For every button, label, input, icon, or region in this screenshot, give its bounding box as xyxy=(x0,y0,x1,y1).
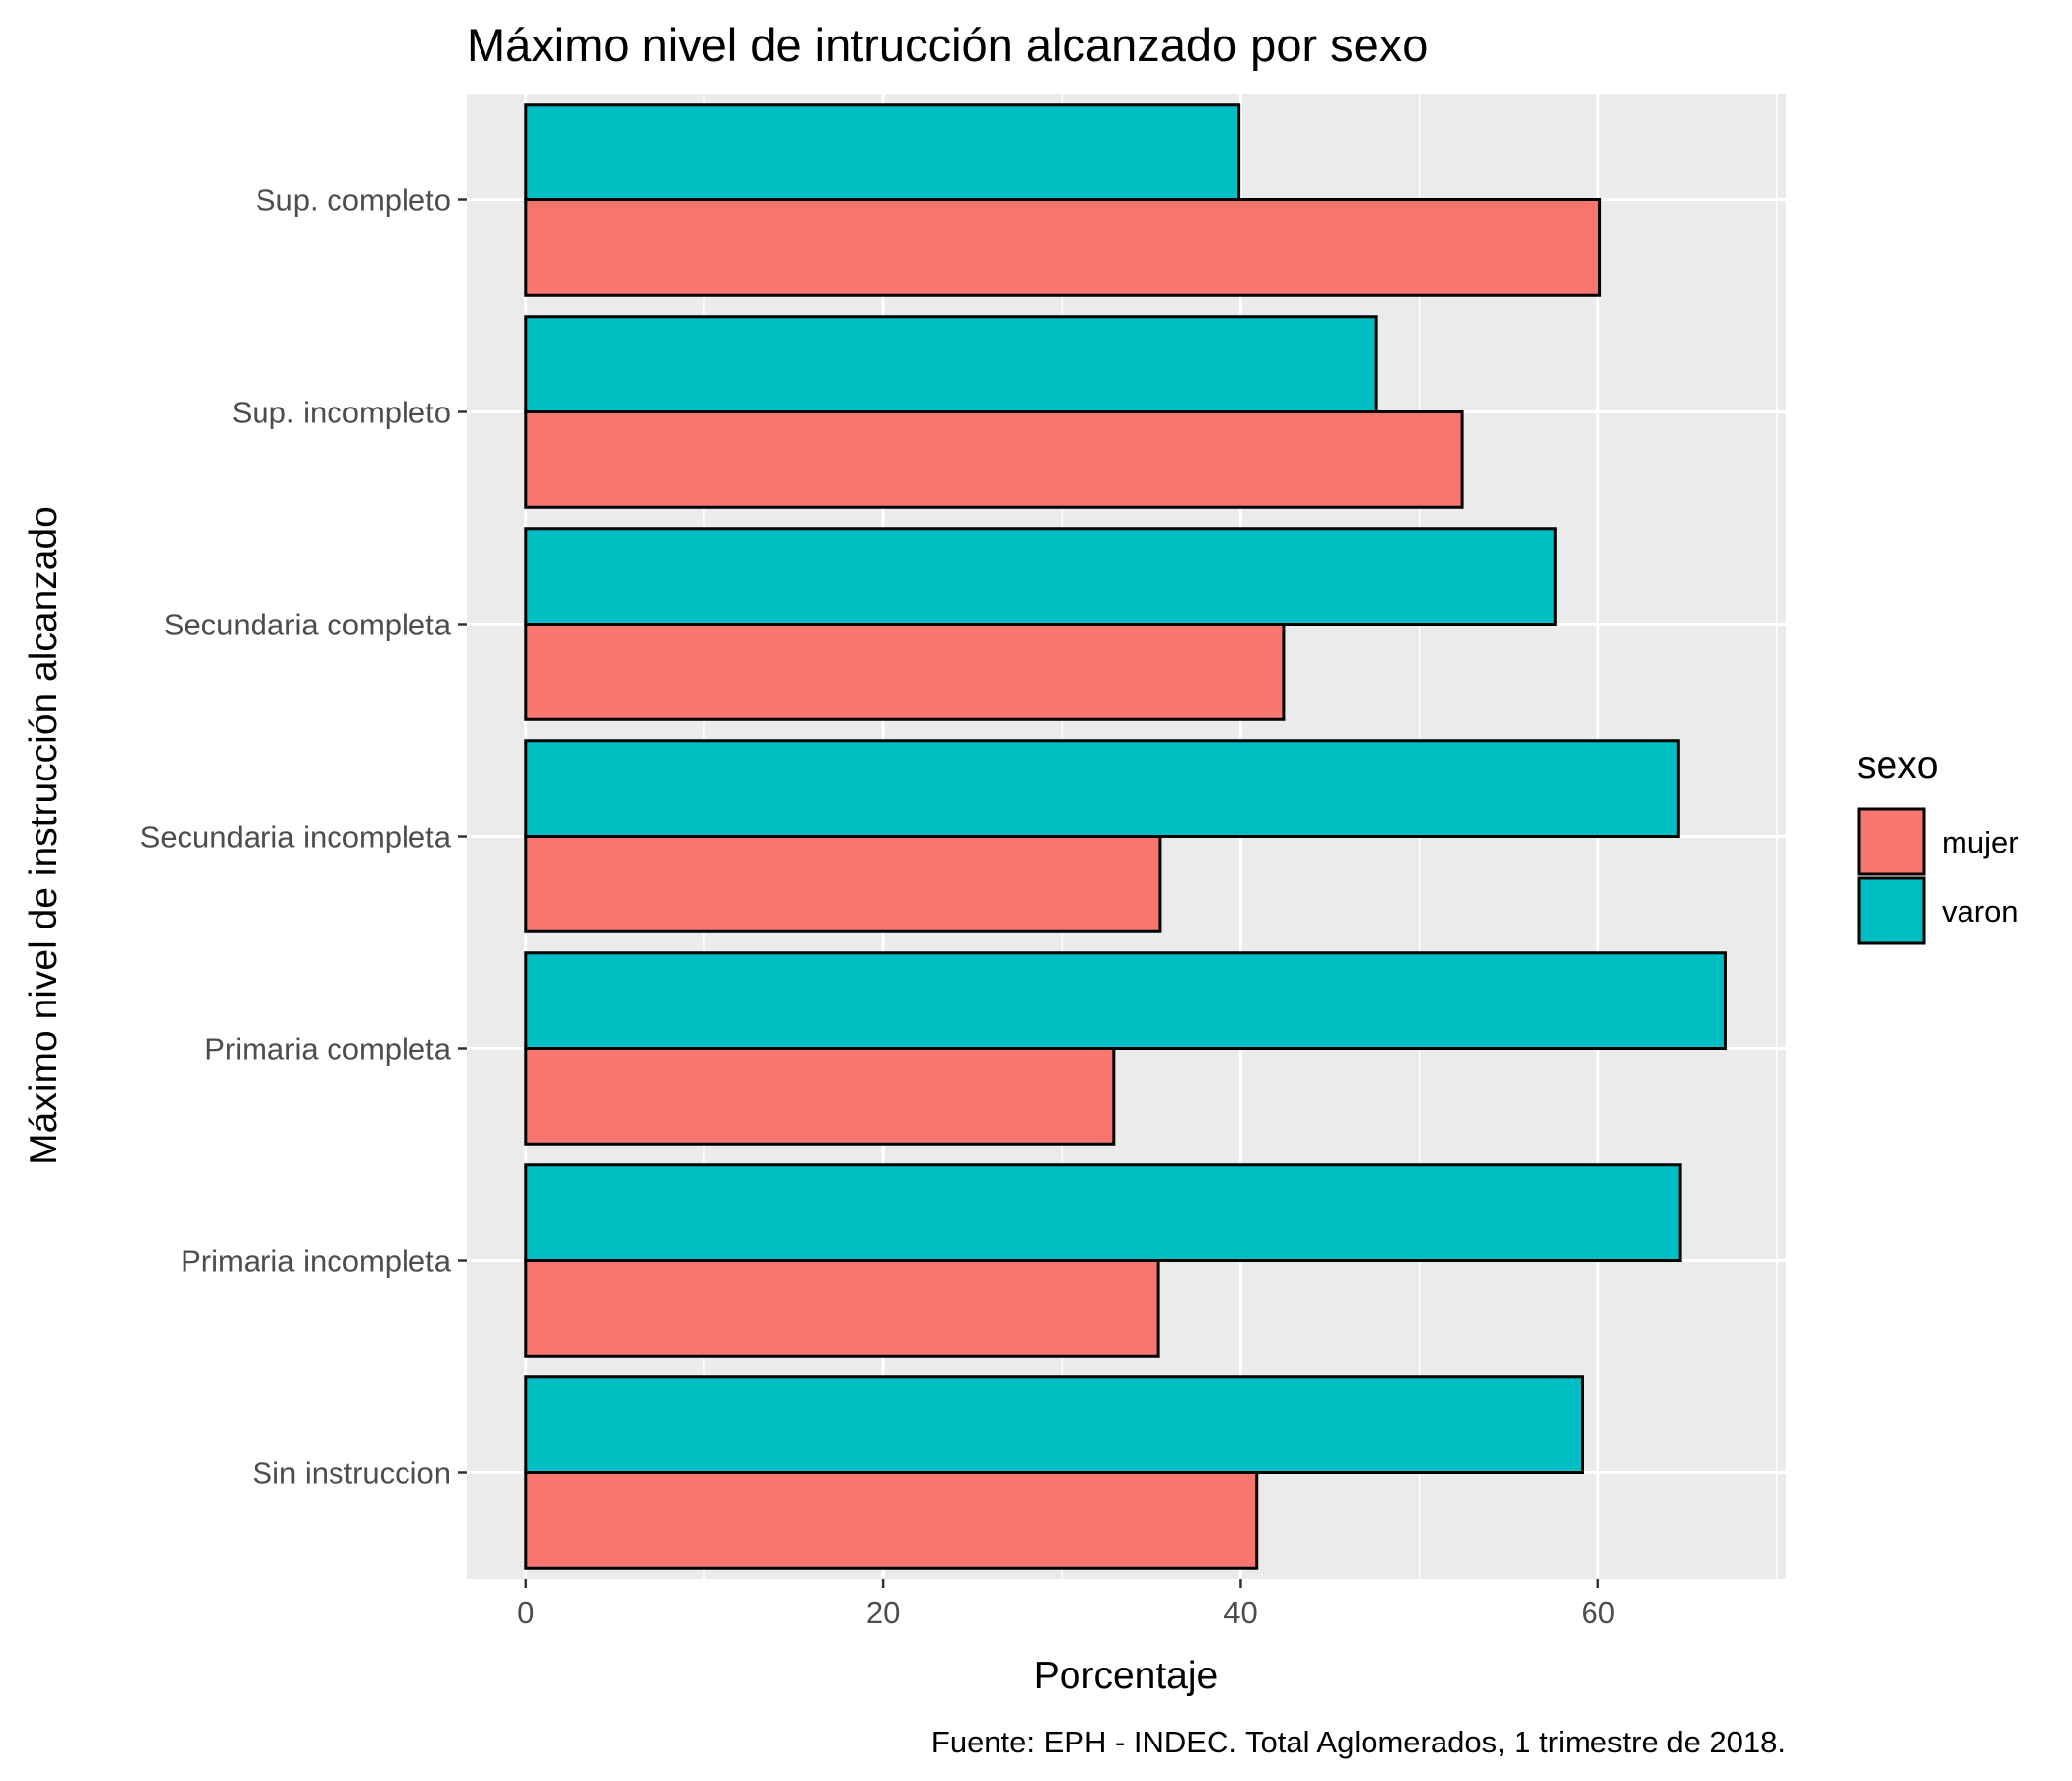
bar-varon xyxy=(524,1375,1584,1474)
bar-mujer xyxy=(524,835,1162,933)
x-tick-label: 0 xyxy=(517,1595,534,1630)
legend-key-mujer xyxy=(1857,807,1926,876)
y-axis-title: Máximo nivel de instrucción alcanzado xyxy=(23,506,65,1165)
bar-varon xyxy=(524,315,1378,413)
bars xyxy=(524,103,1727,1570)
y-tick-label: Primaria completa xyxy=(204,1032,452,1067)
bar-mujer xyxy=(524,1471,1259,1570)
bar-mujer xyxy=(524,198,1602,297)
bar-mujer xyxy=(524,1047,1116,1146)
legend-label-varon: varon xyxy=(1942,894,2019,928)
y-tick-label: Secundaria incompleta xyxy=(140,820,452,854)
bar-mujer xyxy=(524,1259,1160,1358)
legend-label-mujer: mujer xyxy=(1942,825,2019,859)
x-axis: 0 20 40 60 xyxy=(517,1579,1615,1630)
y-tick-label: Secundaria completa xyxy=(164,608,452,642)
bar-mujer xyxy=(524,623,1286,721)
bar-varon xyxy=(524,103,1241,201)
legend-key-varon xyxy=(1857,876,1926,945)
legend-items: mujer varon xyxy=(1857,807,2019,945)
bar-varon xyxy=(524,527,1557,626)
bar-varon xyxy=(524,951,1727,1050)
x-axis-title: Porcentaje xyxy=(1034,1655,1218,1697)
legend-title: sexo xyxy=(1857,744,1938,786)
chart-title: Máximo nivel de intrucción alcanzado por… xyxy=(467,19,1428,71)
y-axis: Sup. completo Sup. incompleto Secundaria c… xyxy=(140,184,467,1491)
x-tick-label: 40 xyxy=(1223,1595,1257,1630)
legend: sexo mujer varon xyxy=(1857,744,2019,945)
bar-varon xyxy=(524,739,1680,838)
bar-mujer xyxy=(524,410,1464,509)
x-tick-label: 20 xyxy=(866,1595,900,1630)
y-tick-label: Primaria incompleta xyxy=(181,1244,452,1279)
y-tick-label: Sup. incompleto xyxy=(232,396,451,430)
y-tick-label: Sin instruccion xyxy=(252,1456,451,1491)
x-tick-label: 60 xyxy=(1582,1595,1615,1630)
bar-varon xyxy=(524,1163,1682,1262)
caption: Fuente: EPH - INDEC. Total Aglomerados, … xyxy=(931,1725,1786,1759)
y-tick-label: Sup. completo xyxy=(256,184,451,218)
